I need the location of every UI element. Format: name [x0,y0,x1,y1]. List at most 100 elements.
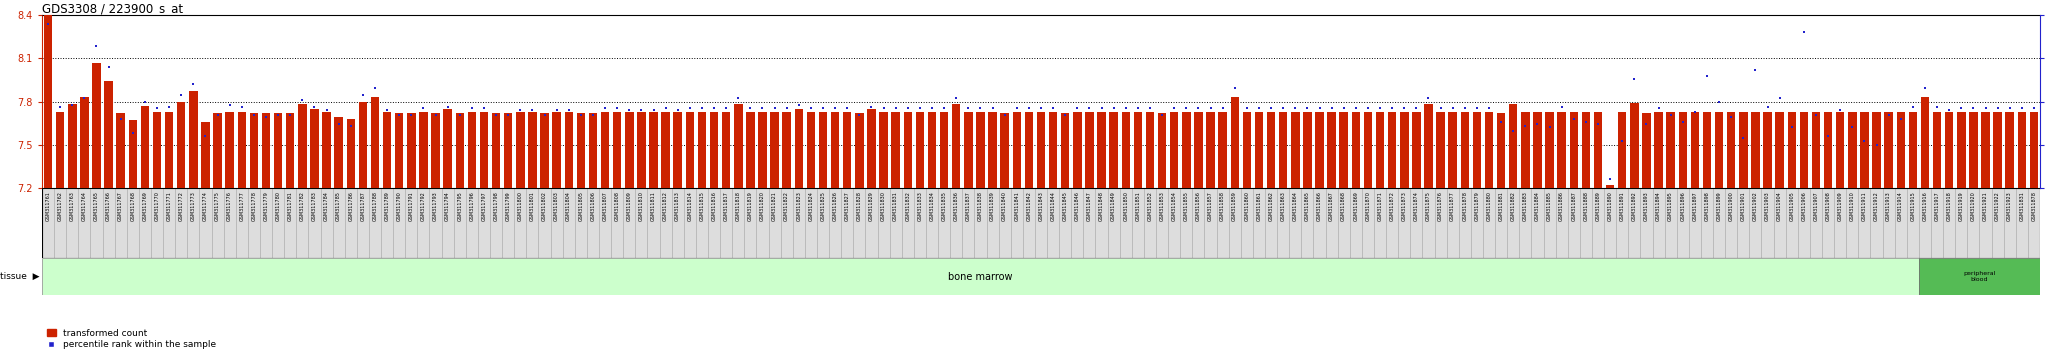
Text: GSM311785: GSM311785 [336,192,342,221]
Bar [844,112,852,188]
Bar [43,188,53,258]
Text: GSM311918: GSM311918 [1948,192,1952,221]
Bar [211,188,223,258]
Bar [1204,188,1217,258]
Bar [686,112,694,188]
Bar [1012,112,1022,188]
Text: GSM311769: GSM311769 [143,192,147,221]
Bar [55,112,63,188]
Text: GSM311849: GSM311849 [1112,192,1116,221]
Bar [1325,188,1337,258]
Bar [1470,188,1483,258]
Bar [831,112,840,188]
Bar [1870,188,1882,258]
Bar [104,81,113,188]
Bar [1749,188,1761,258]
Bar [526,188,539,258]
Bar [649,112,657,188]
Bar [164,188,176,258]
Text: GSM311839: GSM311839 [989,192,995,221]
Bar [1739,112,1747,188]
Text: GSM311782: GSM311782 [299,192,305,221]
Bar [1702,112,1712,188]
Bar [610,188,623,258]
Bar [2028,188,2040,258]
Bar [1786,188,1798,258]
Text: GSM311894: GSM311894 [1657,192,1661,221]
Bar [1921,97,1929,188]
Bar [1522,112,1530,188]
Bar [854,188,866,258]
Bar [698,112,707,188]
Bar [1970,112,1978,188]
Bar [1483,188,1495,258]
Bar [1362,188,1374,258]
Bar [186,188,199,258]
Bar [733,104,743,188]
Text: GSM311904: GSM311904 [1778,192,1782,221]
Bar [1436,112,1444,188]
Bar [2015,188,2028,258]
Text: tissue  ▶: tissue ▶ [0,272,41,281]
Bar [623,188,635,258]
Text: GSM311885: GSM311885 [1546,192,1552,221]
Bar [1290,188,1300,258]
Bar [1569,112,1579,188]
Bar [721,188,733,258]
Text: GSM311854: GSM311854 [1171,192,1178,221]
Text: GSM311844: GSM311844 [1051,192,1055,221]
Text: GSM311774: GSM311774 [203,192,209,221]
Bar [926,188,938,258]
Bar [1812,112,1821,188]
Text: GSM311912: GSM311912 [1874,192,1878,221]
Text: GSM311814: GSM311814 [688,192,692,221]
Bar [952,104,961,188]
Bar [1219,112,1227,188]
Text: GSM311919: GSM311919 [1958,192,1964,221]
Bar [1243,112,1251,188]
Bar [1300,188,1313,258]
Bar [1556,112,1567,188]
Bar [248,188,260,258]
Bar [1485,112,1493,188]
Text: GSM311836: GSM311836 [954,192,958,221]
Bar [758,112,766,188]
Bar [322,112,332,188]
Bar [999,188,1012,258]
Bar [1690,188,1702,258]
Bar [1860,112,1868,188]
Text: GSM311897: GSM311897 [1692,192,1698,221]
Bar [1120,188,1133,258]
Text: GSM311859: GSM311859 [1233,192,1237,221]
Text: GSM311900: GSM311900 [1729,192,1735,221]
Bar [1434,188,1446,258]
Text: GSM311870: GSM311870 [1366,192,1370,221]
Bar [1751,112,1759,188]
Bar [504,113,512,188]
Bar [1157,113,1165,188]
Bar [1495,188,1507,258]
Bar [1726,112,1735,188]
Text: GSM311916: GSM311916 [1923,192,1927,221]
Bar [1546,112,1554,188]
Bar [745,112,754,188]
Bar [1894,188,1907,258]
Text: GSM311871: GSM311871 [1378,192,1382,221]
Bar [1628,188,1640,258]
Bar [444,109,453,188]
Text: GSM311801: GSM311801 [530,192,535,221]
Bar [807,112,815,188]
Bar [795,109,803,188]
Bar [383,112,391,188]
Bar [1776,112,1784,188]
Bar [1241,188,1253,258]
Bar [1532,188,1544,258]
Bar [1497,113,1505,188]
Bar [768,188,780,258]
Bar [1618,112,1626,188]
Bar [877,188,889,258]
Text: GSM311799: GSM311799 [506,192,510,221]
Bar [915,112,924,188]
Bar [371,97,379,188]
Bar [309,188,319,258]
